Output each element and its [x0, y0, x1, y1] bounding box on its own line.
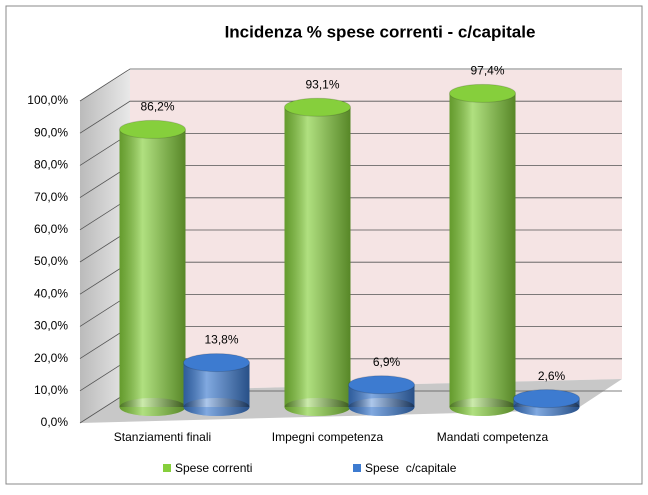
cylinder-top	[513, 389, 580, 409]
y-tick-label: 90,0%	[34, 125, 68, 139]
legend-label: Spese c/capitale	[365, 461, 457, 475]
cylinder	[284, 97, 351, 416]
cylinder	[513, 389, 580, 416]
data-label: 2,6%	[538, 369, 566, 383]
y-tick-label: 20,0%	[34, 351, 68, 365]
cylinder-base-shade	[183, 398, 250, 416]
chart-title: Incidenza % spese correnti - c/capitale	[225, 22, 536, 41]
cylinder-shade	[119, 129, 186, 407]
legend-label: Spese correnti	[175, 461, 252, 475]
legend-swatch	[163, 464, 171, 472]
cylinder-top	[348, 375, 415, 395]
data-label: 93,1%	[305, 77, 339, 91]
y-tick-label: 40,0%	[34, 286, 68, 300]
cylinder-top	[119, 119, 186, 139]
cylinder-base-shade	[119, 398, 186, 416]
cylinder-top	[183, 353, 250, 373]
x-tick-label: Stanziamenti finali	[114, 430, 211, 444]
x-tick-label: Mandati competenza	[437, 430, 549, 444]
cylinder-top	[284, 97, 351, 117]
y-tick-label: 10,0%	[34, 383, 68, 397]
data-label: 86,2%	[140, 100, 174, 114]
cylinder	[183, 353, 250, 416]
cylinder-shade	[284, 107, 351, 407]
cylinder-base-shade	[449, 398, 516, 416]
y-tick-label: 70,0%	[34, 190, 68, 204]
x-tick-label: Impegni competenza	[272, 430, 384, 444]
cylinder	[348, 375, 415, 416]
data-label: 97,4%	[470, 64, 504, 78]
legend-swatch	[353, 464, 361, 472]
y-tick-label: 0,0%	[41, 415, 69, 429]
cylinder-shade	[449, 93, 516, 407]
cylinder-top	[449, 83, 516, 103]
data-label: 13,8%	[204, 333, 238, 347]
cylinder	[449, 83, 516, 416]
data-label: 6,9%	[373, 355, 401, 369]
cylinder-base-shade	[284, 398, 351, 416]
grid-line	[79, 68, 622, 102]
y-tick-label: 60,0%	[34, 222, 68, 236]
cylinder	[119, 119, 186, 416]
y-tick-label: 50,0%	[34, 254, 68, 268]
y-tick-label: 80,0%	[34, 158, 68, 172]
y-tick-label: 30,0%	[34, 319, 68, 333]
cylinder-base-shade	[348, 398, 415, 416]
y-tick-label: 100,0%	[27, 93, 68, 107]
